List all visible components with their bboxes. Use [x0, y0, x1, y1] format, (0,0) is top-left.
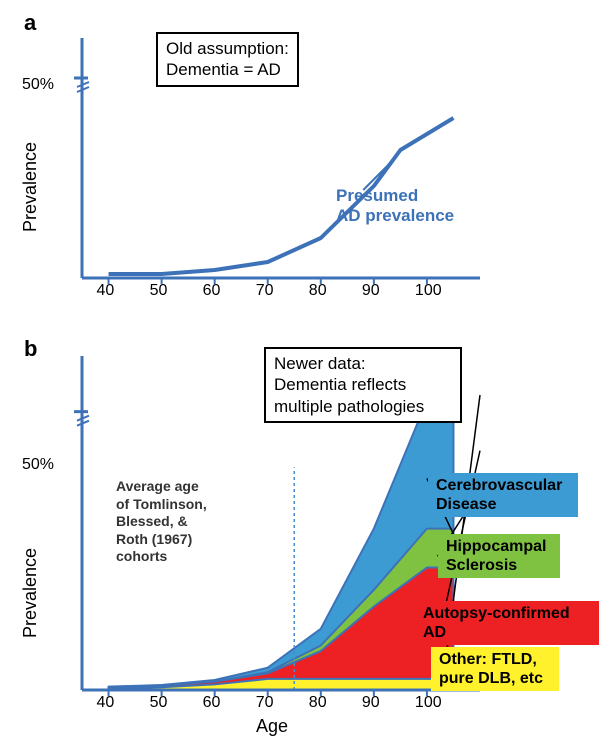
- panel-b-cohort-note: Average age of Tomlinson, Blessed, & Rot…: [116, 478, 226, 566]
- legend-autopsy-confirmed: Autopsy-confirmed AD: [415, 601, 599, 645]
- panel-b-xtick: 60: [203, 694, 221, 712]
- legend-cerebro-line2: Disease: [436, 495, 570, 514]
- panel-b-box-line3: multiple pathologies: [274, 396, 452, 417]
- legend-hippo-line1: Hippocampal: [446, 537, 552, 556]
- legend-hippocampal: Hippocampal Sclerosis: [438, 534, 560, 578]
- panel-b-newer-data-box: Newer data: Dementia reflects multiple p…: [264, 347, 462, 423]
- panel-b-xlabel: Age: [256, 716, 288, 737]
- panel-b-ylabel: Prevalence: [20, 548, 41, 638]
- panel-b-box-line1: Newer data:: [274, 353, 452, 374]
- panel-b-xtick: 90: [362, 694, 380, 712]
- panel-b-xticks: 40 50 60 70 80 90 100: [0, 694, 602, 714]
- panel-b-xtick: 80: [309, 694, 327, 712]
- panel-b-xtick: 100: [415, 694, 442, 712]
- legend-cerebro-line1: Cerebrovascular: [436, 476, 570, 495]
- note-line-5: cohorts: [116, 548, 226, 566]
- legend-other: Other: FTLD, pure DLB, etc: [431, 647, 559, 691]
- legend-other-line1: Other: FTLD,: [439, 650, 551, 669]
- legend-cerebrovascular: Cerebrovascular Disease: [428, 473, 578, 517]
- legend-autopsy-line1: Autopsy-confirmed AD: [423, 604, 591, 642]
- note-line-4: Roth (1967): [116, 531, 226, 549]
- legend-hippo-line2: Sclerosis: [446, 556, 552, 575]
- panel-b-xtick: 50: [150, 694, 168, 712]
- panel-b-xtick: 70: [256, 694, 274, 712]
- legend-other-line2: pure DLB, etc: [439, 669, 551, 688]
- panel-b-ytick-50: 50%: [22, 456, 54, 474]
- panel-b-xtick: 40: [97, 694, 115, 712]
- panel-b-box-line2: Dementia reflects: [274, 374, 452, 395]
- note-line-1: Average age: [116, 478, 226, 496]
- note-line-2: of Tomlinson,: [116, 496, 226, 514]
- note-line-3: Blessed, &: [116, 513, 226, 531]
